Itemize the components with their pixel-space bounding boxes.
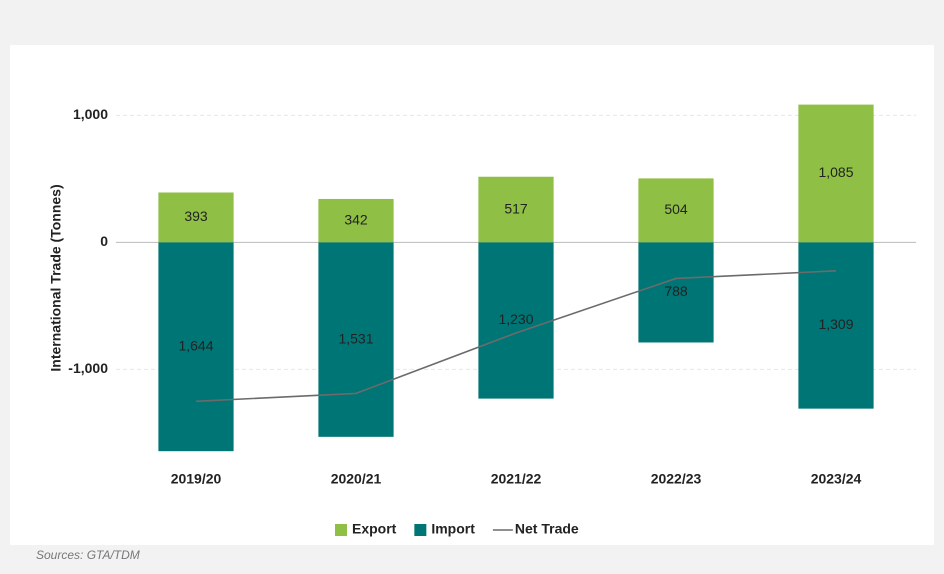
data-label: 1,531 [338,330,373,346]
bar [478,242,554,399]
legend-label: Import [431,521,475,537]
net-line [195,270,837,403]
data-label: 342 [344,211,368,227]
y-tick-label: 1,000 [73,106,108,122]
data-label: 1,309 [818,316,853,332]
legend-swatch [414,524,427,536]
x-tick-label: 2022/23 [651,471,702,487]
y-tick-label: -1,000 [68,360,108,376]
bar [798,242,874,409]
data-label: 788 [664,283,688,299]
bar [638,242,714,343]
bar [158,192,234,243]
data-label: 1,085 [818,164,853,180]
bar [318,242,394,437]
data-label: 1,230 [498,311,533,327]
card [10,45,934,545]
bar [638,178,714,243]
x-tick-label: 2023/24 [811,471,862,487]
bar [158,242,234,452]
legend-swatch [335,524,347,536]
x-tick-label: 2021/22 [491,471,542,487]
x-tick-label: 2019/20 [171,471,222,487]
legend-label: Export [352,521,397,537]
data-label: 504 [664,201,688,217]
x-tick-label: 2020/21 [331,471,382,487]
data-label: 1,644 [178,337,213,353]
data-label: 393 [184,208,208,224]
y-tick-label: 0 [100,233,108,249]
data-label: 517 [504,200,528,216]
legend-label: Net Trade [515,521,579,537]
y-axis-title: International Trade (Tonnes) [48,184,64,371]
bar [318,198,394,243]
bar [798,104,874,243]
source-note: Sources: GTA/TDM [36,548,140,562]
bar [478,176,554,243]
